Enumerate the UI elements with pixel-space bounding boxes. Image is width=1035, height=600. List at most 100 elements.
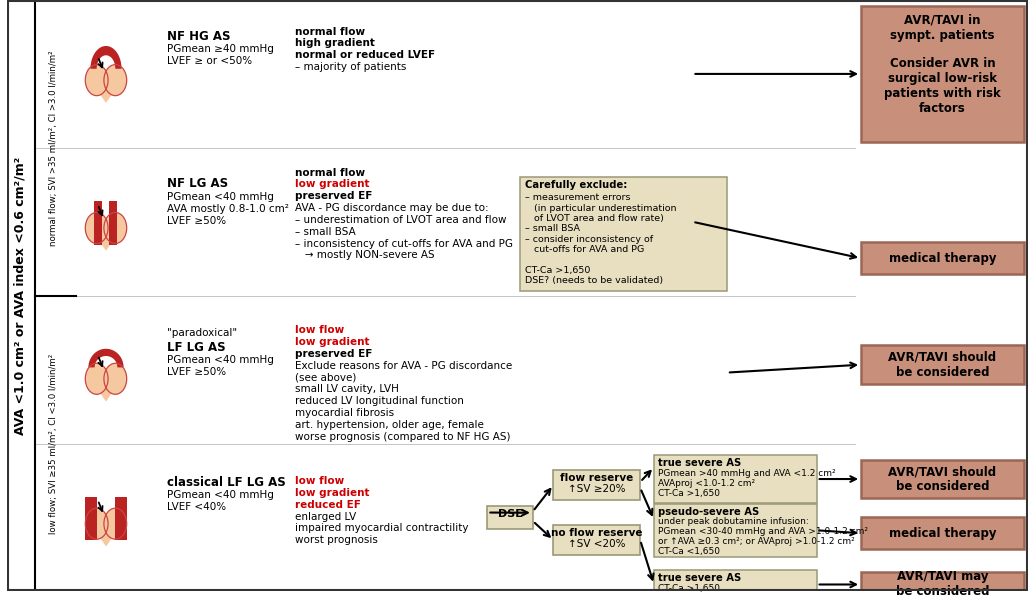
FancyBboxPatch shape	[654, 455, 817, 503]
Ellipse shape	[85, 65, 108, 95]
Text: true severe AS: true severe AS	[658, 572, 741, 583]
Text: enlarged LV: enlarged LV	[295, 512, 356, 521]
Ellipse shape	[104, 212, 126, 244]
Text: normal or reduced LVEF: normal or reduced LVEF	[295, 50, 436, 60]
Ellipse shape	[85, 363, 108, 394]
Text: reduced EF: reduced EF	[295, 500, 361, 510]
Ellipse shape	[104, 363, 126, 394]
Text: art. hypertension, older age, female: art. hypertension, older age, female	[295, 420, 484, 430]
Text: CT-Ca >1,650: CT-Ca >1,650	[658, 584, 720, 593]
FancyBboxPatch shape	[487, 506, 533, 529]
Polygon shape	[89, 227, 122, 251]
Text: PGmean ≥40 mmHg: PGmean ≥40 mmHg	[167, 44, 274, 55]
FancyBboxPatch shape	[520, 178, 727, 291]
Text: LVEF ≥ or <50%: LVEF ≥ or <50%	[167, 56, 253, 66]
Text: under peak dobutamine infusion:: under peak dobutamine infusion:	[658, 517, 808, 526]
FancyBboxPatch shape	[554, 470, 641, 500]
Text: medical therapy: medical therapy	[889, 527, 996, 540]
Text: AVA <1.0 cm² or AVA index <0.6 cm²/m²: AVA <1.0 cm² or AVA index <0.6 cm²/m²	[13, 157, 27, 435]
Text: normal flow: normal flow	[295, 167, 365, 178]
Text: LF LG AS: LF LG AS	[167, 341, 226, 354]
Polygon shape	[109, 201, 117, 245]
FancyBboxPatch shape	[861, 345, 1024, 385]
Text: LVEF ≥50%: LVEF ≥50%	[167, 367, 227, 377]
Text: classical LF LG AS: classical LF LG AS	[167, 476, 286, 489]
Ellipse shape	[104, 65, 126, 95]
Text: – inconsistency of cut-offs for AVA and PG: – inconsistency of cut-offs for AVA and …	[295, 239, 513, 248]
Text: pseudo-severe AS: pseudo-severe AS	[658, 506, 760, 517]
Text: PGmean <40 mmHg: PGmean <40 mmHg	[167, 490, 274, 500]
Text: impaired myocardial contractility: impaired myocardial contractility	[295, 523, 469, 533]
FancyBboxPatch shape	[861, 242, 1024, 274]
Text: flow reserve: flow reserve	[560, 473, 633, 483]
Text: PGmean <40 mmHg: PGmean <40 mmHg	[167, 355, 274, 365]
Text: low flow; SVI ≥35 ml/m², CI <3.0 l/min/m²: low flow; SVI ≥35 ml/m², CI <3.0 l/min/m…	[50, 353, 58, 533]
Text: AVA - PG discordance may be due to:: AVA - PG discordance may be due to:	[295, 203, 489, 213]
Text: DSE? (needs to be validated): DSE? (needs to be validated)	[525, 276, 663, 285]
Text: ↑SV ≥20%: ↑SV ≥20%	[568, 484, 625, 494]
Text: normal flow; SVI >35 ml/m², CI >3.0 l/min/m²: normal flow; SVI >35 ml/m², CI >3.0 l/mi…	[50, 50, 58, 245]
Text: Exclude reasons for AVA - PG discordance: Exclude reasons for AVA - PG discordance	[295, 361, 512, 371]
Text: AVR/TAVI may
be considered: AVR/TAVI may be considered	[895, 571, 989, 598]
Text: CT-Ca <1,650: CT-Ca <1,650	[658, 547, 720, 556]
Text: preserved EF: preserved EF	[295, 191, 373, 201]
Text: AVR/TAVI should
be considered: AVR/TAVI should be considered	[888, 350, 997, 379]
Polygon shape	[89, 523, 122, 547]
Text: worst prognosis: worst prognosis	[295, 535, 378, 545]
Polygon shape	[88, 349, 123, 367]
Text: myocardial fibrosis: myocardial fibrosis	[295, 408, 394, 418]
Text: (in particular underestimation: (in particular underestimation	[525, 203, 677, 212]
Text: AVR/TAVI should
be considered: AVR/TAVI should be considered	[888, 465, 997, 493]
Text: true severe AS: true severe AS	[658, 458, 741, 469]
FancyBboxPatch shape	[861, 517, 1024, 549]
Text: "paradoxical": "paradoxical"	[167, 328, 237, 338]
FancyBboxPatch shape	[554, 526, 641, 555]
Text: NF LG AS: NF LG AS	[167, 178, 229, 190]
Text: PGmean <30-40 mmHg and AVA >1.0-1.2 cm²: PGmean <30-40 mmHg and AVA >1.0-1.2 cm²	[658, 527, 868, 536]
Text: PGmean >40 mmHg and AVA <1.2 cm²: PGmean >40 mmHg and AVA <1.2 cm²	[658, 469, 835, 478]
Text: → mostly NON-severe AS: → mostly NON-severe AS	[295, 250, 435, 260]
Text: medical therapy: medical therapy	[889, 252, 996, 265]
Text: low gradient: low gradient	[295, 337, 369, 347]
Text: NF HG AS: NF HG AS	[167, 29, 231, 43]
Polygon shape	[90, 46, 121, 69]
Text: low gradient: low gradient	[295, 488, 369, 498]
Text: Carefully exclude:: Carefully exclude:	[525, 181, 627, 190]
Text: ↑SV <20%: ↑SV <20%	[568, 539, 625, 549]
Text: DSE: DSE	[498, 509, 523, 518]
Text: preserved EF: preserved EF	[295, 349, 373, 359]
Text: AVR/TAVI in
sympt. patients: AVR/TAVI in sympt. patients	[890, 14, 995, 42]
Text: CT-Ca >1,650: CT-Ca >1,650	[658, 489, 720, 498]
FancyBboxPatch shape	[861, 6, 1024, 142]
Text: LVEF ≥50%: LVEF ≥50%	[167, 216, 227, 226]
Text: worse prognosis (compared to NF HG AS): worse prognosis (compared to NF HG AS)	[295, 432, 510, 442]
Text: low flow: low flow	[295, 476, 345, 486]
Text: small LV cavity, LVH: small LV cavity, LVH	[295, 385, 400, 394]
Text: cut-offs for AVA and PG: cut-offs for AVA and PG	[525, 245, 644, 254]
FancyBboxPatch shape	[654, 503, 817, 557]
Polygon shape	[89, 79, 122, 103]
Text: – underestimation of LVOT area and flow: – underestimation of LVOT area and flow	[295, 215, 507, 225]
Text: low gradient: low gradient	[295, 179, 369, 190]
FancyBboxPatch shape	[861, 572, 1024, 598]
Text: AVA mostly 0.8-1.0 cm²: AVA mostly 0.8-1.0 cm²	[167, 204, 289, 214]
Text: – small BSA: – small BSA	[295, 227, 356, 236]
Text: – measurement errors: – measurement errors	[525, 193, 630, 202]
Ellipse shape	[85, 212, 108, 244]
FancyBboxPatch shape	[654, 570, 817, 599]
Text: no flow reserve: no flow reserve	[551, 529, 643, 538]
Polygon shape	[93, 201, 101, 245]
Text: – majority of patients: – majority of patients	[295, 62, 407, 72]
Polygon shape	[89, 378, 122, 401]
Text: – small BSA: – small BSA	[525, 224, 580, 233]
Text: (see above): (see above)	[295, 373, 357, 383]
Text: AVAproj <1.0-1.2 cm²: AVAproj <1.0-1.2 cm²	[658, 479, 756, 488]
Polygon shape	[115, 497, 126, 540]
Text: PGmean <40 mmHg: PGmean <40 mmHg	[167, 192, 274, 202]
Text: of LVOT area and flow rate): of LVOT area and flow rate)	[525, 214, 663, 223]
Ellipse shape	[85, 508, 108, 539]
Text: LVEF <40%: LVEF <40%	[167, 502, 227, 512]
Text: Consider AVR in
surgical low-risk
patients with risk
factors: Consider AVR in surgical low-risk patien…	[884, 57, 1001, 115]
Text: normal flow: normal flow	[295, 26, 365, 37]
Text: reduced LV longitudinal function: reduced LV longitudinal function	[295, 396, 464, 406]
